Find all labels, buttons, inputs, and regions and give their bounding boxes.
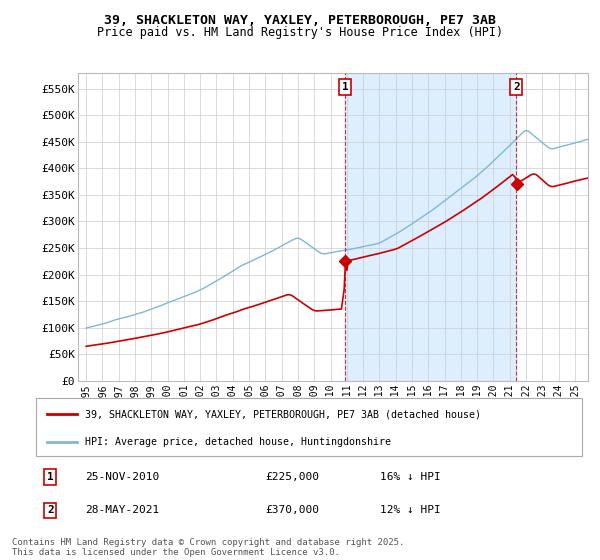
Text: £370,000: £370,000 [265,505,319,515]
Text: HPI: Average price, detached house, Huntingdonshire: HPI: Average price, detached house, Hunt… [85,437,391,447]
FancyBboxPatch shape [36,398,582,456]
Text: 1: 1 [342,82,349,92]
Text: 16% ↓ HPI: 16% ↓ HPI [380,472,441,482]
Text: 1: 1 [47,472,53,482]
Text: 28-MAY-2021: 28-MAY-2021 [85,505,160,515]
Text: 2: 2 [47,505,53,515]
Text: 2: 2 [513,82,520,92]
Text: Price paid vs. HM Land Registry's House Price Index (HPI): Price paid vs. HM Land Registry's House … [97,26,503,39]
Text: £225,000: £225,000 [265,472,319,482]
Text: 39, SHACKLETON WAY, YAXLEY, PETERBOROUGH, PE7 3AB: 39, SHACKLETON WAY, YAXLEY, PETERBOROUGH… [104,14,496,27]
Text: 39, SHACKLETON WAY, YAXLEY, PETERBOROUGH, PE7 3AB (detached house): 39, SHACKLETON WAY, YAXLEY, PETERBOROUGH… [85,409,481,419]
Text: Contains HM Land Registry data © Crown copyright and database right 2025.
This d: Contains HM Land Registry data © Crown c… [12,538,404,557]
Bar [345,73,517,381]
Text: 25-NOV-2010: 25-NOV-2010 [85,472,160,482]
Text: 12% ↓ HPI: 12% ↓ HPI [380,505,441,515]
